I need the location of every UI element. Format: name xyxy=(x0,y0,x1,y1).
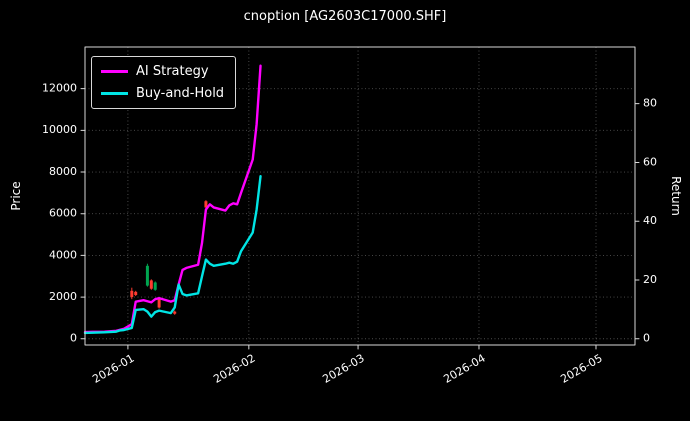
legend-item-buy-and-hold: Buy-and-Hold xyxy=(101,86,224,101)
legend-line-sample-icon xyxy=(101,92,128,95)
legend-label-buy-and-hold: Buy-and-Hold xyxy=(136,86,225,101)
legend-line-sample-icon xyxy=(101,70,128,73)
chart-title: cnoption [AG2603C17000.SHF] xyxy=(243,9,447,24)
legend-item-ai-strategy: AI Strategy xyxy=(101,64,224,79)
y-axis-label-right: Return xyxy=(669,176,683,216)
legend: AI Strategy Buy-and-Hold xyxy=(91,56,237,109)
legend-label-ai-strategy: AI Strategy xyxy=(136,64,209,79)
y-axis-label-left: Price xyxy=(9,181,23,211)
